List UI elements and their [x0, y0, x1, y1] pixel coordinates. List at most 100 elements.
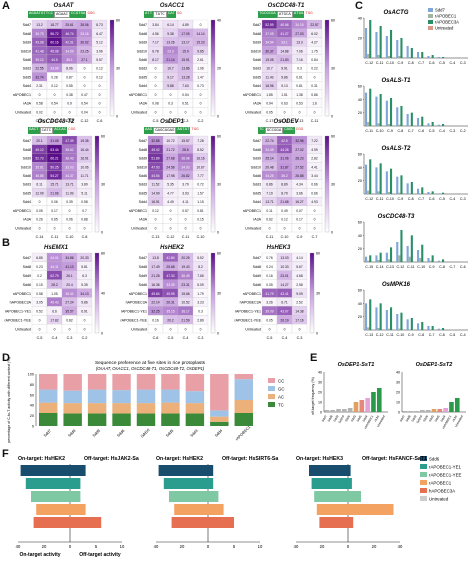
heatmap-value: 0 — [185, 218, 187, 222]
stacked-bar-segment — [161, 374, 180, 390]
heatmap-value: 5.35 — [81, 283, 88, 287]
sequence-segment: TGCGCGA — [258, 11, 277, 18]
heatmap-value: 0 — [155, 226, 157, 230]
bar — [421, 116, 424, 126]
heatmap-value: 0 — [69, 226, 71, 230]
protospacer-sequence: TGCGCGA ATGCA ATGA TGG — [258, 11, 314, 18]
heatmap-svg: Sdd7 22.74 42.5 32.96 7.22 Sdd8 34.49 44.28 27.0… — [243, 135, 335, 240]
heatmap-value: 20.48 — [265, 165, 273, 169]
heatmap-row-label: Sdd4 — [139, 84, 147, 88]
bar — [437, 57, 440, 58]
heatmap-value: 4.99 — [311, 148, 318, 152]
heatmap-value: 21.66 — [50, 191, 58, 195]
heatmap-value: 32.25 — [151, 310, 159, 314]
heatmap-value: 0.47 — [81, 93, 88, 97]
heatmap-value: 0.23 — [36, 265, 43, 269]
stacked-bar-segment — [136, 403, 156, 414]
heatmap-value: 0.04 — [81, 110, 88, 114]
heatmap-value: 0.3 — [198, 310, 203, 314]
on-target-bar — [33, 517, 70, 528]
heatmap-value: 11.09 — [65, 191, 73, 195]
heatmap-value: 27.68 — [166, 157, 174, 161]
colorbar-tick: 60 — [101, 135, 105, 139]
y-tick: 40 — [318, 371, 322, 375]
heatmap-value: 9.86 — [281, 75, 288, 79]
chart-title: Sequence preference at five sites in ric… — [95, 360, 206, 366]
stacked-bar-segment — [185, 391, 205, 404]
heatmap-value: 15.66 — [181, 292, 189, 296]
heatmap-value: 21.28 — [151, 274, 159, 278]
heatmap-value: 6.78 — [152, 49, 159, 53]
heatmap-cell — [192, 107, 209, 117]
heatmap-value: 15.23 — [196, 41, 204, 45]
x-tick: C-9 — [387, 129, 393, 133]
heatmap-row-label: rAPOBEC1-YEE — [4, 318, 31, 322]
heatmap-row-label: Sdd8 — [23, 32, 31, 36]
heatmap-col-label: C-5 — [153, 119, 159, 123]
x-tick: Sdd3 — [190, 429, 199, 438]
heatmap-value: 20.33 — [80, 256, 88, 260]
heatmap-row-label: Untreated — [245, 327, 261, 331]
off-target-title: Off-target: HsJAK2-Sa — [84, 456, 139, 462]
heatmap-value: 10.72 — [166, 139, 174, 143]
x-tick: 5 — [233, 544, 236, 549]
stacked-bar-segment — [136, 413, 156, 426]
x-tick: C-9 — [398, 61, 404, 65]
heatmap-value: 14.27 — [280, 283, 288, 287]
heatmap-value: 0.86 — [311, 93, 318, 97]
heatmap-value: 44.11 — [50, 265, 58, 269]
legend-label: Sdd6 — [429, 457, 440, 462]
heatmap-value: 45.95 — [166, 292, 174, 296]
bar — [442, 328, 445, 330]
colorbar-tick: 40 — [217, 19, 221, 23]
colorbar — [210, 19, 216, 117]
heatmap-value: 24.58 — [166, 165, 174, 169]
heatmap-value: 66.21 — [50, 157, 58, 161]
heatmap-svg: Sdd7 13.2 18.77 25.61 28.06 8.73 Sdd8 35.79 56.7… — [13, 19, 120, 124]
heatmap-value: 44.54 — [151, 174, 159, 178]
heatmap-row-label: rA3A — [253, 218, 262, 222]
heatmap-value: 7.63 — [182, 84, 189, 88]
heatmap-col-label: C-14 — [66, 119, 74, 123]
bar — [367, 327, 370, 330]
heatmap-value: 0.54 — [81, 102, 88, 106]
x-tick: 40 — [16, 544, 21, 549]
heatmap-col-label: C-2 — [82, 336, 88, 340]
heatmap-col-label: C-13 — [296, 119, 304, 123]
heatmap-row-label: Sdd4 — [23, 200, 31, 204]
x-tick: C-12 — [397, 265, 405, 269]
heatmap-value: 10.52 — [181, 301, 189, 305]
heatmap-value: 0 — [200, 93, 202, 97]
heatmap-value: 20.2 — [167, 318, 174, 322]
colorbar-tick: 30 — [217, 183, 221, 187]
sequence-segment: TGG — [305, 12, 313, 16]
bar — [398, 124, 401, 126]
heatmap-value: 0.87 — [66, 75, 73, 79]
heatmap-value: 0.58 — [36, 292, 43, 296]
bar — [410, 112, 413, 126]
sequence-segment: GAGCAGAG — [153, 127, 177, 134]
heatmap-value: 10.33 — [280, 265, 288, 269]
sequence-segment: CGG — [295, 128, 304, 132]
x-tick: C-5 — [429, 129, 435, 133]
heatmap-col-label: C-2 — [198, 119, 204, 123]
heatmap-value: 35.1 — [66, 58, 73, 62]
heatmap-row-label: rAPOBEC1 — [243, 209, 261, 213]
heatmap-row-label: rAPOBEC1-YEE — [120, 318, 147, 322]
heatmap-value: 20.4 — [66, 283, 73, 287]
bar — [377, 260, 380, 262]
heatmap-value: 13.28 — [181, 75, 189, 79]
heatmap-value: 0 — [155, 218, 157, 222]
heatmap-value: 1.51 — [281, 93, 288, 97]
stacked-bar-segment — [161, 413, 180, 426]
heatmap-value: 0 — [314, 110, 316, 114]
bar — [387, 56, 390, 58]
x-tick: C-11 — [386, 333, 394, 337]
heatmap-value: 1.47 — [197, 75, 204, 79]
bar-chart-3: OsCDC48-T3 60 40 20 C-15 C-14 C-13 C-12 C-11 C-10… — [358, 214, 468, 269]
heatmap-value: 16.44 — [80, 148, 88, 152]
heatmap-value: 3.93 — [182, 191, 189, 195]
bar — [406, 46, 409, 58]
heatmap-value: 0 — [69, 327, 71, 331]
